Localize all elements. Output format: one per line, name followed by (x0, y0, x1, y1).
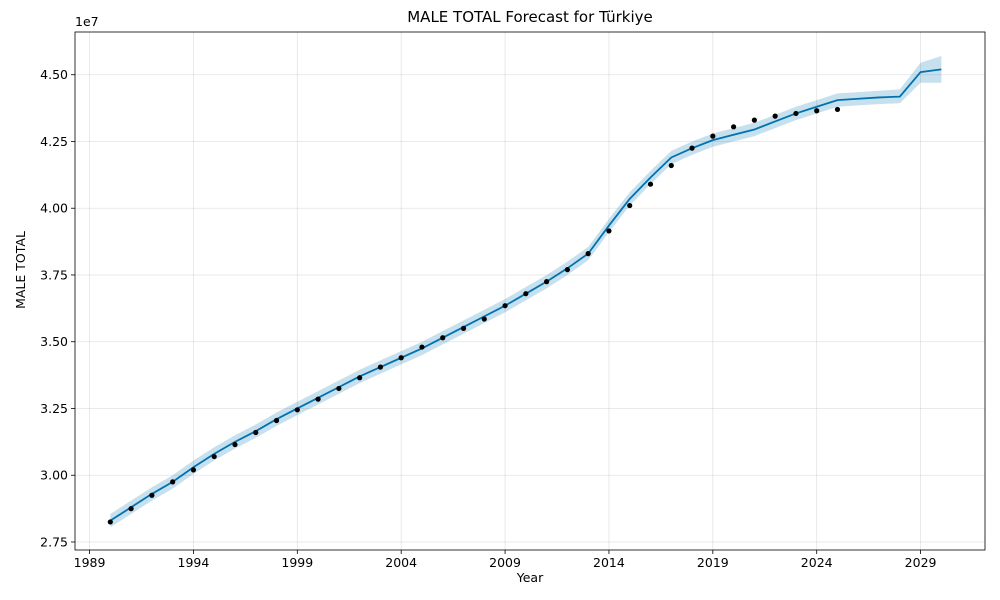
y-tick-label: 4.25 (40, 134, 68, 149)
observed-point (731, 124, 737, 130)
labels: MALE TOTAL Forecast for Türkiye Year MAL… (13, 8, 653, 585)
y-tick-label: 3.75 (40, 267, 68, 282)
grid (75, 32, 985, 550)
observed-point (710, 133, 716, 139)
observed-point (481, 316, 487, 322)
observed-point (419, 344, 425, 350)
y-tick-label: 4.50 (40, 67, 68, 82)
x-tick-label: 1994 (178, 555, 210, 570)
observed-point (647, 181, 654, 187)
observed-point (190, 467, 197, 473)
observed-point (440, 335, 446, 341)
x-axis-title: Year (516, 570, 544, 585)
observed-point (315, 396, 321, 402)
observed-point (585, 251, 591, 257)
x-tick-label: 2024 (801, 555, 833, 570)
observed-point (689, 145, 695, 151)
x-tick-label: 2029 (905, 555, 937, 570)
observed-point (211, 453, 217, 460)
observed-point (253, 429, 259, 436)
observed-point (357, 375, 363, 381)
observed-point (502, 303, 508, 309)
observed-point (834, 106, 841, 113)
y-axis-title: MALE TOTAL (13, 231, 28, 309)
observed-point (377, 364, 384, 370)
observed-point (294, 407, 300, 413)
y-offset-label: 1e7 (75, 14, 99, 29)
observed-point (814, 108, 820, 114)
observed-point (544, 279, 550, 285)
y-tick-label: 3.25 (40, 401, 68, 416)
y-tick-label: 3.50 (40, 334, 68, 349)
observed-point (793, 110, 799, 117)
observed-point (460, 325, 467, 331)
observed-point (668, 162, 674, 169)
x-tick-label: 2004 (385, 555, 417, 570)
x-tick-label: 1999 (281, 555, 313, 570)
observed-point (107, 519, 113, 525)
y-tick-label: 4.00 (40, 201, 68, 216)
x-tick-label: 2019 (697, 555, 729, 570)
observed-point (564, 267, 571, 273)
plot-frame (74, 31, 986, 551)
axes: 1989 1994 1999 2004 2009 2014 2019 2024 2029 2.75… (40, 31, 986, 570)
observed-point (398, 355, 404, 361)
observed-point (128, 506, 134, 512)
observed-point (627, 202, 633, 209)
x-tick-label: 2009 (489, 555, 521, 570)
observed-point (273, 417, 280, 424)
x-tick-label: 2014 (593, 555, 625, 570)
chart-title: MALE TOTAL Forecast for Türkiye (407, 8, 653, 26)
observed-point (336, 385, 342, 392)
y-tick-label: 2.75 (40, 534, 68, 549)
observed-point (772, 113, 778, 119)
observed-points-layer (107, 106, 841, 525)
observed-point (170, 479, 176, 485)
observed-point (523, 291, 529, 297)
y-tick-label: 3.00 (40, 468, 68, 483)
observed-point (232, 441, 238, 448)
observed-point (149, 492, 155, 498)
observed-point (751, 117, 757, 123)
observed-point (606, 228, 612, 234)
x-tick-label: 1989 (74, 555, 106, 570)
